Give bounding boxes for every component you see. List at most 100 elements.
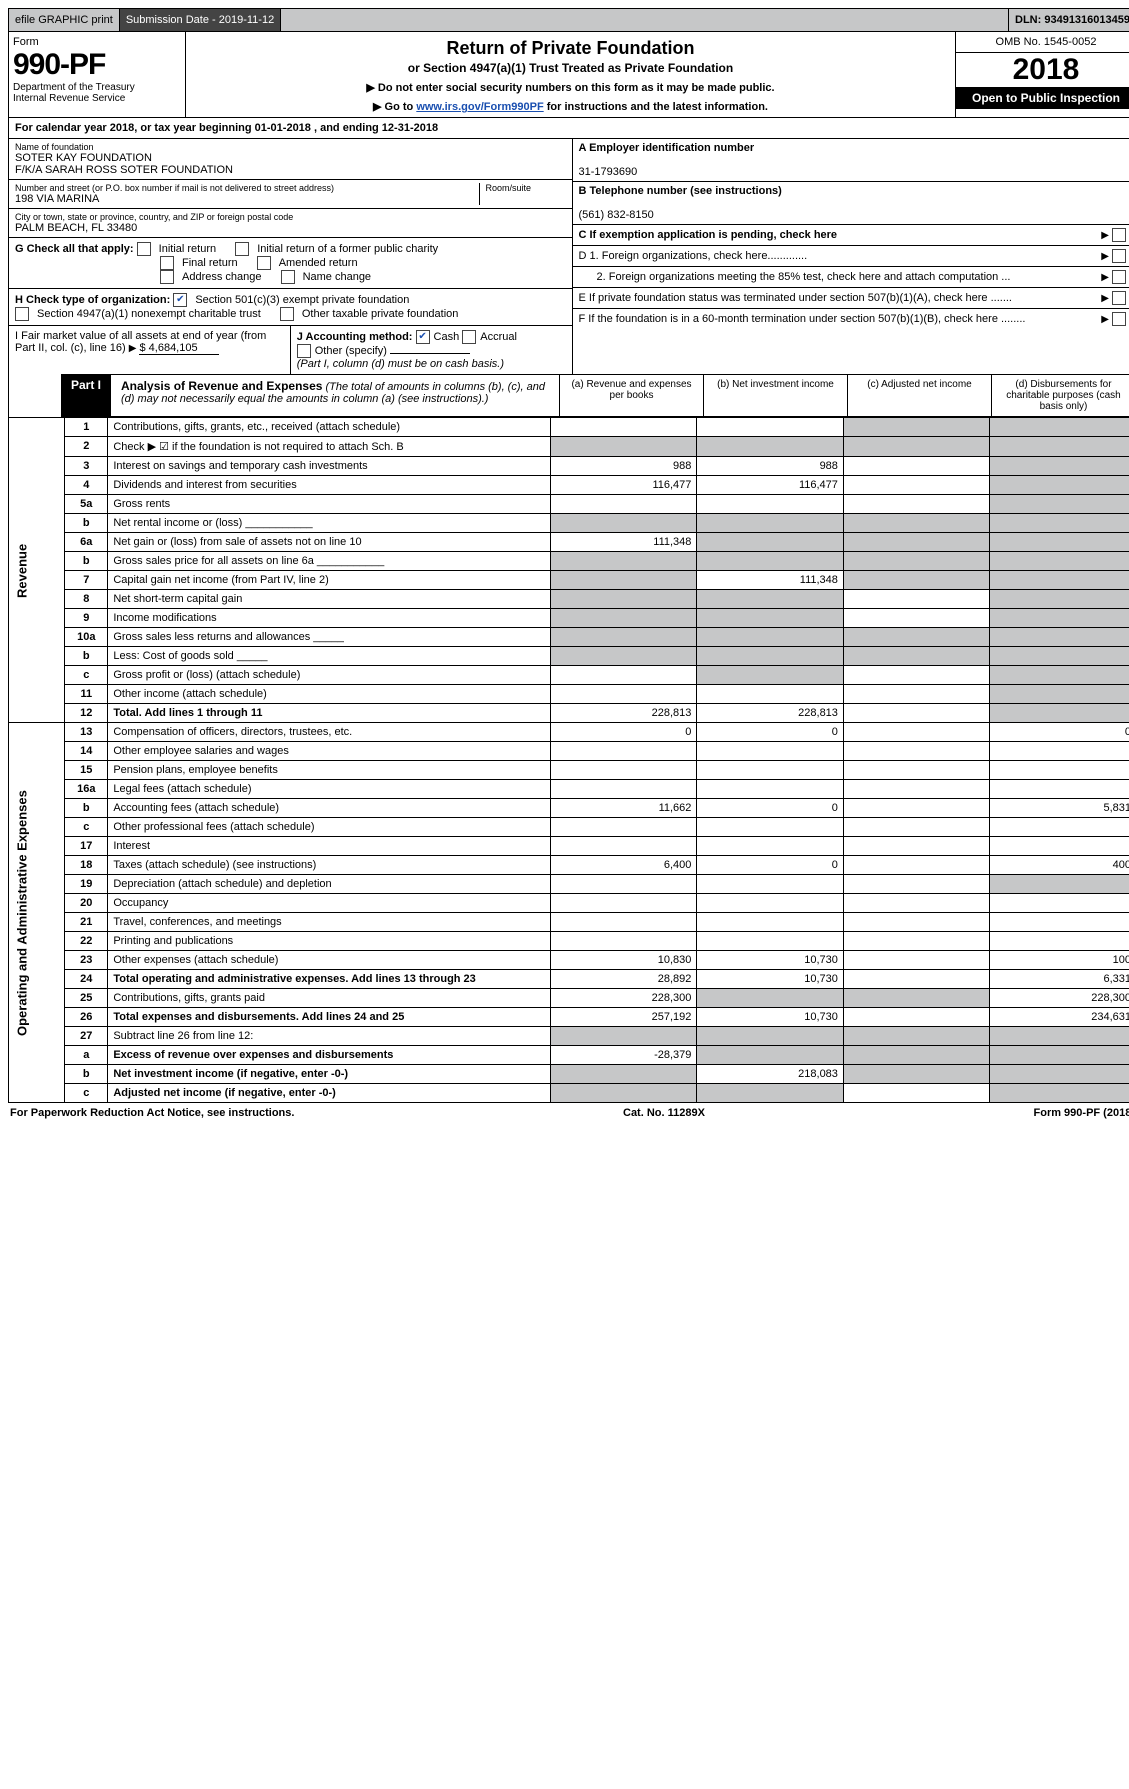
amt-d: 234,631: [990, 1008, 1129, 1027]
row-num: 11: [65, 685, 108, 704]
row-desc: Total expenses and disbursements. Add li…: [108, 1008, 551, 1027]
amt-d: [990, 875, 1129, 894]
ck-amended[interactable]: [257, 256, 271, 270]
ck-other[interactable]: [297, 344, 311, 358]
irs-link[interactable]: www.irs.gov/Form990PF: [416, 101, 543, 113]
arrow-icon: [129, 342, 137, 354]
row-desc: Gross sales price for all assets on line…: [108, 552, 551, 571]
row-desc: Less: Cost of goods sold _____: [108, 647, 551, 666]
amt-b: 10,730: [697, 1008, 844, 1027]
ck-d1[interactable]: [1112, 249, 1126, 263]
table-row: 6aNet gain or (loss) from sale of assets…: [9, 533, 1129, 552]
amt-b: [697, 1027, 844, 1046]
amt-a: [550, 590, 697, 609]
amt-d: 400: [990, 856, 1129, 875]
amt-b: [697, 989, 844, 1008]
amt-c: [843, 476, 990, 495]
amt-c: [843, 837, 990, 856]
row-num: b: [65, 1065, 108, 1084]
ck-c[interactable]: [1112, 228, 1126, 242]
footer-mid: Cat. No. 11289X: [623, 1107, 705, 1119]
table-row: 11Other income (attach schedule): [9, 685, 1129, 704]
header-left: Form 990-PF Department of the Treasury I…: [9, 32, 186, 117]
amt-d: [990, 514, 1129, 533]
row-num: 8: [65, 590, 108, 609]
amt-b: [697, 590, 844, 609]
row-num: b: [65, 552, 108, 571]
amt-a: 116,477: [550, 476, 697, 495]
amt-c: [843, 437, 990, 457]
table-row: 19Depreciation (attach schedule) and dep…: [9, 875, 1129, 894]
dept: Department of the Treasury Internal Reve…: [13, 82, 181, 104]
amt-b: [697, 761, 844, 780]
row-num: 20: [65, 894, 108, 913]
row-desc: Travel, conferences, and meetings: [108, 913, 551, 932]
table-row: 25Contributions, gifts, grants paid228,3…: [9, 989, 1129, 1008]
amt-a: [550, 495, 697, 514]
ck-initial[interactable]: [137, 242, 151, 256]
row-num: a: [65, 1046, 108, 1065]
topbar: efile GRAPHIC print Submission Date - 20…: [8, 8, 1129, 32]
tel-cell: B Telephone number (see instructions)(56…: [573, 182, 1129, 225]
ck-501c3[interactable]: ✔: [173, 293, 187, 307]
ck-d2[interactable]: [1112, 270, 1126, 284]
amt-b: [697, 533, 844, 552]
amt-d: [990, 1046, 1129, 1065]
amt-b: [697, 1046, 844, 1065]
table-row: 24Total operating and administrative exp…: [9, 970, 1129, 989]
amt-d: [990, 1065, 1129, 1084]
amt-b: 10,730: [697, 951, 844, 970]
amt-a: [550, 437, 697, 457]
amt-b: 0: [697, 799, 844, 818]
amt-d: [990, 533, 1129, 552]
amt-d: [990, 818, 1129, 837]
ck-4947[interactable]: [15, 307, 29, 321]
amt-b: 10,730: [697, 970, 844, 989]
amt-b: [697, 666, 844, 685]
ck-name-change[interactable]: [281, 270, 295, 284]
row-num: 6a: [65, 533, 108, 552]
amt-a: [550, 685, 697, 704]
amt-a: [550, 932, 697, 951]
submission-date: Submission Date - 2019-11-12: [120, 9, 281, 31]
header-mid: Return of Private Foundation or Section …: [186, 32, 955, 117]
amt-b: [697, 894, 844, 913]
row-desc: Other employee salaries and wages: [108, 742, 551, 761]
ck-f[interactable]: [1112, 312, 1126, 326]
ck-accrual[interactable]: [462, 330, 476, 344]
amt-d: [990, 761, 1129, 780]
table-row: 4Dividends and interest from securities1…: [9, 476, 1129, 495]
ck-final[interactable]: [160, 256, 174, 270]
table-row: cOther professional fees (attach schedul…: [9, 818, 1129, 837]
ck-e[interactable]: [1112, 291, 1126, 305]
amt-b: [697, 514, 844, 533]
ck-cash[interactable]: ✔: [416, 330, 430, 344]
amt-a: [550, 628, 697, 647]
row-num: 5a: [65, 495, 108, 514]
ck-addr-change[interactable]: [160, 270, 174, 284]
row-desc: Subtract line 26 from line 12:: [108, 1027, 551, 1046]
ck-other-tax[interactable]: [280, 307, 294, 321]
amt-c: [843, 514, 990, 533]
row-num: 4: [65, 476, 108, 495]
col-heads: (a) Revenue and expenses per books (b) N…: [559, 374, 1129, 417]
amt-c: [843, 1046, 990, 1065]
addr-cell: Number and street (or P.O. box number if…: [9, 180, 572, 209]
table-row: cAdjusted net income (if negative, enter…: [9, 1084, 1129, 1103]
f-line: F If the foundation is in a 60-month ter…: [573, 309, 1129, 329]
row-desc: Net gain or (loss) from sale of assets n…: [108, 533, 551, 552]
note2: ▶ Go to www.irs.gov/Form990PF for instru…: [194, 100, 947, 113]
amt-a: [550, 647, 697, 666]
calendar-strip: For calendar year 2018, or tax year begi…: [8, 118, 1129, 139]
table-row: 22Printing and publications: [9, 932, 1129, 951]
amt-d: [990, 704, 1129, 723]
table-row: 15Pension plans, employee benefits: [9, 761, 1129, 780]
amt-a: 6,400: [550, 856, 697, 875]
form-number: 990-PF: [13, 48, 181, 82]
amt-b: [697, 418, 844, 437]
ck-initial-former[interactable]: [235, 242, 249, 256]
row-desc: Gross profit or (loss) (attach schedule): [108, 666, 551, 685]
amt-a: [550, 913, 697, 932]
amt-b: [697, 913, 844, 932]
amt-d: [990, 1027, 1129, 1046]
